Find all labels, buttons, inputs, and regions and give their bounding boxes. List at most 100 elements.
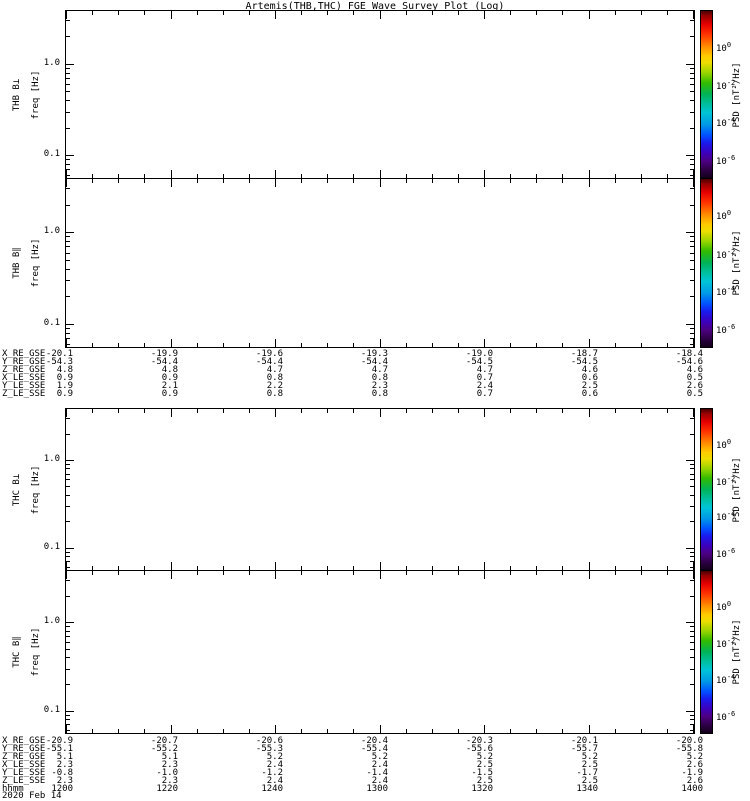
axis-tick [92,566,93,570]
axis-tick [66,561,70,562]
axis-tick [223,11,224,15]
ephemeris-value: 2.2 [266,381,283,391]
axis-tick [690,506,694,507]
axis-tick [92,174,93,178]
ephemeris-row: X_LE_SSE 0.9 0.9 0.8 0.8 0.7 0.6 0.5 [0,374,750,383]
axis-tick [66,328,70,329]
axis-tick [510,11,511,15]
axis-tick [118,343,119,347]
ephemeris-value: 5.2 [686,752,703,762]
axis-tick [66,333,70,334]
axis-tick [66,280,70,281]
ephemeris-row-label: Y_LE_SSE [2,768,46,778]
axis-tick [171,562,172,570]
axis-tick [197,571,198,575]
axis-tick [353,729,354,733]
axis-tick [301,174,302,178]
axis-tick [690,100,694,101]
ephemeris-value: -18.4 [675,349,703,359]
axis-tick [641,409,642,413]
axis-tick [144,343,145,347]
ephemeris-value: 4.8 [161,365,178,375]
axis-tick [690,236,694,237]
ephemeris-value: 2.5 [476,760,493,770]
axis-tick [66,495,70,496]
axis-tick [66,344,70,345]
psd-colorbar [700,408,713,571]
axis-tick [690,567,694,568]
ephemeris-value: 2.3 [161,776,178,786]
ephemeris-value: 2.4 [371,760,388,770]
axis-tick [66,11,67,19]
ephemeris-value: -18.7 [570,349,598,359]
ephemeris-value: 2.6 [686,381,703,391]
axis-tick [536,11,537,15]
ephemeris-value: -54.3 [45,357,73,367]
ephemeris-value: 2.3 [56,760,73,770]
axis-tick [667,729,668,733]
axis-tick [432,409,433,413]
axis-tick [536,409,537,413]
axis-tick [432,343,433,347]
ephemeris-value: -20.1 [45,349,73,359]
axis-tick [690,241,694,242]
freq-axis-label: freq [Hz] [31,465,41,514]
axis-tick [536,174,537,178]
ephemeris-row-label: Z_RE_GSE [2,365,46,375]
axis-tick [693,11,694,19]
axis-tick [327,11,328,15]
ephemeris-row: Z_RE_GSE 5.1 5.1 5.2 5.2 5.2 5.2 5.2 [0,752,750,762]
axis-tick [66,631,70,632]
axis-tick [686,711,694,712]
colorbar-tick-label: 10-2 [716,247,736,261]
axis-tick [432,11,433,15]
ephemeris-value: -55.1 [45,744,73,754]
ephemeris-row-label: X_LE_SSE [2,760,46,770]
axis-tick [66,622,74,623]
axis-tick [510,571,511,575]
colorbar-tick-label: 10-6 [716,154,736,168]
panel-group-thc-bperp: THC B⊥ freq [Hz] 100 10-2 10-4 10-6 PSD [nT… [0,408,750,571]
axis-tick [301,343,302,347]
axis-tick [615,409,616,413]
ephemeris-value: 0.8 [371,389,388,399]
axis-tick [66,657,70,658]
ephemeris-value: 2.4 [371,776,388,786]
axis-tick [92,343,93,347]
ephemeris-value: -1.5 [471,768,493,778]
axis-tick [380,170,381,178]
ephemeris-value: 4.8 [56,365,73,375]
axis-tick [690,112,694,113]
axis-tick [66,68,70,69]
panel-instrument-label: THC B∥ [12,636,22,668]
axis-tick [197,179,198,183]
colorbar-tick-label: 10-4 [716,116,736,130]
axis-tick [690,164,694,165]
axis-tick [66,479,70,480]
axis-tick [458,11,459,15]
colorbar-tick-label: 10-6 [716,547,736,561]
axis-tick [690,626,694,627]
axis-tick [118,566,119,570]
axis-tick [690,486,694,487]
axis-tick [406,729,407,733]
axis-tick [690,669,694,670]
ephemeris-value: 2.3 [161,760,178,770]
axis-tick [458,566,459,570]
ephemeris-value: -1.7 [576,768,598,778]
ephemeris-row: X_RE_GSE -20.9 -20.7 -20.6 -20.4 -20.3 -20.1 -2… [0,737,750,746]
axis-tick [686,232,694,233]
axis-tick [690,296,694,297]
axis-tick [690,521,694,522]
axis-tick [171,170,172,178]
axis-tick [690,333,694,334]
axis-tick [275,562,276,570]
axis-tick [536,179,537,183]
axis-tick [690,434,694,435]
axis-tick [66,253,70,254]
axis-tick [171,179,172,187]
axis-tick [66,567,70,568]
ephemeris-value: -55.2 [150,744,178,754]
axis-tick [66,188,70,189]
axis-tick [66,112,70,113]
